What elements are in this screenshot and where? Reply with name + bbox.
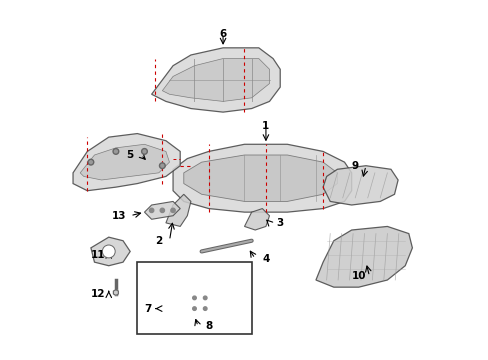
Polygon shape [183, 155, 337, 202]
Circle shape [160, 208, 164, 212]
Polygon shape [323, 166, 397, 205]
Text: 4: 4 [262, 253, 269, 264]
Text: 9: 9 [351, 161, 358, 171]
Polygon shape [91, 237, 130, 266]
Polygon shape [80, 144, 169, 180]
Circle shape [203, 307, 206, 310]
Polygon shape [144, 202, 180, 219]
Text: 11: 11 [91, 250, 105, 260]
Text: 2: 2 [155, 236, 162, 246]
Text: 13: 13 [112, 211, 126, 221]
Circle shape [159, 163, 165, 168]
Circle shape [89, 161, 92, 163]
Text: 3: 3 [276, 218, 283, 228]
Text: 7: 7 [144, 303, 151, 314]
Circle shape [113, 149, 119, 154]
Polygon shape [162, 59, 269, 102]
Polygon shape [244, 208, 269, 230]
Text: 1: 1 [262, 121, 269, 131]
Text: 8: 8 [205, 321, 212, 332]
Text: 12: 12 [91, 289, 105, 299]
Circle shape [171, 208, 175, 212]
Text: 5: 5 [126, 150, 134, 160]
Circle shape [192, 296, 196, 300]
Circle shape [149, 208, 153, 212]
Polygon shape [144, 287, 165, 323]
Circle shape [143, 150, 145, 153]
Polygon shape [73, 134, 180, 191]
Polygon shape [180, 284, 216, 323]
Circle shape [203, 296, 206, 300]
Circle shape [102, 245, 115, 258]
Polygon shape [151, 48, 280, 112]
Circle shape [161, 164, 163, 167]
Circle shape [192, 307, 196, 310]
Polygon shape [165, 194, 190, 226]
Polygon shape [113, 290, 118, 296]
Circle shape [88, 159, 94, 165]
Circle shape [142, 149, 147, 154]
Text: 10: 10 [351, 271, 366, 282]
Text: 6: 6 [219, 28, 226, 39]
Polygon shape [315, 226, 411, 287]
Polygon shape [173, 144, 351, 212]
Bar [137, 262, 251, 334]
Circle shape [114, 150, 117, 153]
